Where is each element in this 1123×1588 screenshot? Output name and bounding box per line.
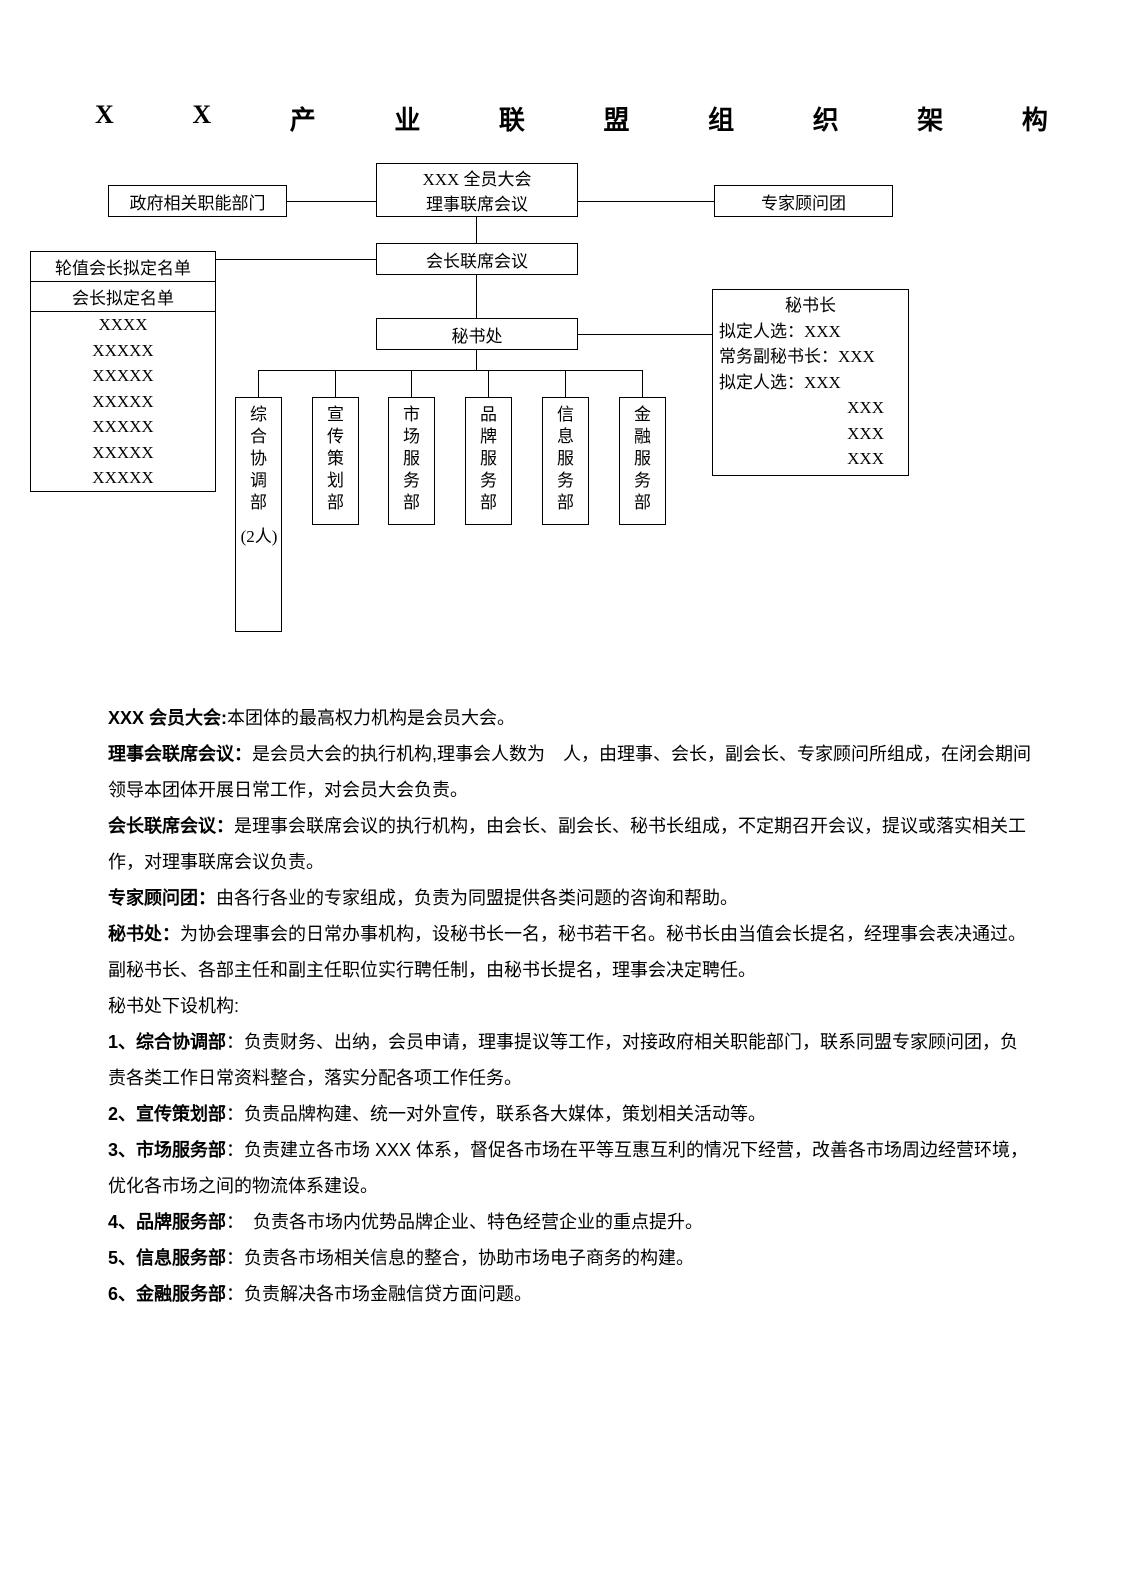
connector bbox=[287, 201, 376, 202]
page-title: X X 产 业 联 盟 组 织 架 构 bbox=[95, 100, 1048, 137]
connector bbox=[411, 370, 412, 397]
connector bbox=[335, 370, 336, 397]
dept-market: 市 场 服 务 部 bbox=[388, 397, 435, 525]
dept-info: 信 息 服 务 部 bbox=[542, 397, 589, 525]
dept-coordination: 综 合 协 调 部 bbox=[235, 397, 282, 632]
connector bbox=[258, 370, 259, 397]
connector bbox=[488, 370, 489, 397]
connector bbox=[642, 370, 643, 397]
node-president-meeting: 会长联席会议 bbox=[376, 243, 578, 275]
connector bbox=[578, 334, 712, 335]
dept-brand: 品 牌 服 务 部 bbox=[465, 397, 512, 525]
node-gov-dept: 政府相关职能部门 bbox=[108, 185, 287, 217]
connector bbox=[476, 350, 477, 370]
connector bbox=[476, 217, 477, 243]
body-text: XXX 会员大会:本团体的最高权力机构是会员大会。 理事会联席会议：是会员大会的… bbox=[108, 700, 1033, 1312]
node-member-assembly: XXX 全员大会 理事联席会议 bbox=[376, 163, 578, 217]
node-secretariat: 秘书处 bbox=[376, 318, 578, 350]
node-expert-group: 专家顾问团 bbox=[714, 185, 893, 217]
dept-finance: 金 融 服 务 部 bbox=[619, 397, 666, 525]
node-rotating-president-list: 轮值会长拟定名单 会长拟定名单 XXXX XXXXX XXXXX XXXXX X… bbox=[30, 251, 216, 492]
connector bbox=[578, 201, 714, 202]
dept-publicity: 宣 传 策 划 部 bbox=[312, 397, 359, 525]
connector bbox=[476, 275, 477, 318]
connector bbox=[565, 370, 566, 397]
connector bbox=[258, 370, 642, 371]
node-secretary-general: 秘书长 拟定人选：XXX 常务副秘书长：XXX 拟定人选：XXX XXX XXX… bbox=[712, 289, 909, 476]
connector bbox=[216, 259, 376, 260]
dept-coordination-extra: (2人) bbox=[229, 522, 289, 547]
